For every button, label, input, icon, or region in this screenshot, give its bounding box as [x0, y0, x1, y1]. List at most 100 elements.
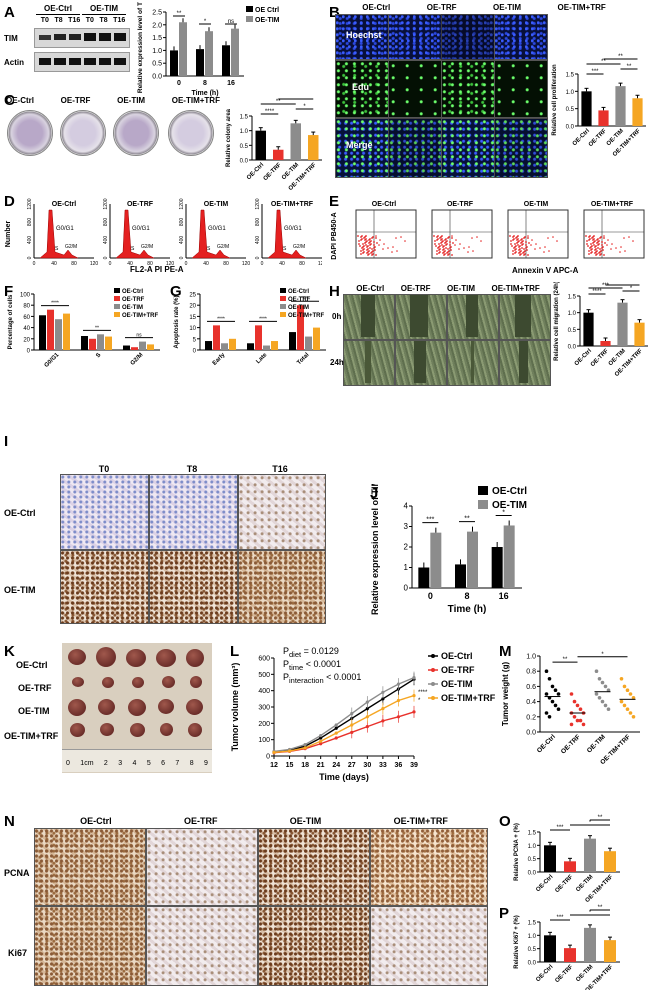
scatter-dot	[596, 239, 598, 241]
scatter-dot	[365, 244, 367, 246]
scatter-dot	[518, 252, 520, 254]
legend-label: OE-TRF	[441, 665, 475, 675]
y-tick-label: 1.5	[566, 73, 575, 79]
col-header: OE-TRF	[183, 816, 218, 826]
legend-swatch	[431, 696, 435, 700]
sig-label: **	[627, 64, 632, 70]
sig-label: ****	[51, 301, 59, 307]
blot-actin	[34, 52, 130, 72]
bar	[196, 49, 204, 76]
i-col-header: T8	[186, 464, 198, 474]
blot-group-underline	[82, 14, 126, 15]
scatter-dot	[357, 235, 359, 237]
micrograph-edu	[494, 60, 548, 118]
x-axis-label: Time (days)	[319, 772, 369, 782]
y-tick-label: 0.5	[568, 328, 577, 334]
scatter-dot	[588, 239, 590, 241]
y-tick-label: 1.0	[566, 90, 575, 96]
scatter-dot	[392, 246, 394, 248]
panel-label-o: O	[499, 813, 511, 830]
scatter-dot	[593, 244, 595, 246]
ruler: 0 1cm 2 3 4 5 6 7 8 9	[62, 749, 212, 772]
x-tick-label: 15	[286, 762, 294, 769]
scatter-dot	[444, 242, 446, 244]
scatter-dot	[363, 237, 365, 239]
scatter-dot	[599, 248, 601, 250]
panel-label-h: H	[329, 283, 340, 300]
scatter-dot	[472, 250, 474, 252]
y-tick-label: 1.0	[526, 654, 536, 661]
scatter-dot	[373, 244, 375, 246]
scatter-dot	[510, 243, 512, 245]
scatter-dot	[369, 247, 371, 249]
chart-b: 0.0 0.5 1.0 1.5 Relative cell proliferation O…	[552, 54, 646, 158]
bar	[313, 327, 320, 350]
y-tick-label: 0.5	[152, 61, 162, 68]
scatter-dot	[510, 240, 512, 242]
l-stat-diet: Pdiet = 0.0129	[283, 646, 339, 659]
y-tick-label: 1.0	[528, 934, 537, 940]
scatter-dot	[515, 237, 517, 239]
y-tick-label: 0.8	[526, 669, 536, 676]
y-tick-label: 1200	[103, 198, 109, 209]
colony-dish	[7, 110, 53, 156]
y-axis-label: Relative cell proliferation	[552, 64, 558, 136]
scatter-dot	[590, 252, 592, 254]
bar	[634, 322, 645, 346]
data-point	[547, 715, 552, 719]
col-header: OE-TIM+TRF	[171, 96, 220, 105]
scatter-dot	[360, 253, 362, 255]
bar	[179, 22, 187, 77]
ruler-label: 4	[132, 760, 137, 767]
scatter-title: OE-Ctrl	[372, 201, 397, 208]
scatter-dot	[374, 249, 376, 251]
legend-swatch	[114, 288, 120, 293]
scatter-dot	[599, 237, 601, 239]
blot-row-label: Actin	[4, 58, 24, 67]
histogram-peak	[39, 209, 79, 259]
legend-label: OE-TIM+TRF	[122, 313, 158, 319]
wound-gap	[365, 341, 371, 383]
y-tick-label: 1.5	[528, 831, 537, 837]
scatter-dot	[619, 251, 621, 253]
ruler-label: 8	[189, 760, 194, 767]
l-stat-time: Ptime < 0.0001	[283, 659, 341, 672]
x-tick-label: OE-TRF	[263, 162, 283, 182]
scatter-dot	[367, 254, 369, 256]
scatter-dot	[444, 239, 446, 241]
scatter-dot	[361, 247, 363, 249]
scatter-dot	[364, 242, 366, 244]
x-tick-label: 33	[379, 762, 387, 769]
y-tick-label: 5	[193, 337, 197, 343]
y-tick-label: 20	[189, 304, 196, 310]
k-row-label: OE-TIM	[18, 706, 50, 716]
scatter-title: OE-TIM	[524, 201, 549, 208]
scatter-dot	[597, 244, 599, 246]
scatter-dot	[523, 254, 525, 256]
y-tick-label: 10	[189, 326, 196, 332]
micrograph-edu	[335, 60, 389, 118]
scatter-dot	[442, 246, 444, 248]
y-tick-label: 1.0	[152, 48, 162, 55]
data-point	[553, 703, 558, 708]
ruler-label: 7	[175, 760, 180, 767]
data-point	[553, 688, 558, 692]
legend-label: OE-TIM	[492, 500, 527, 511]
x-tick-label: 0	[185, 261, 188, 267]
i-row-label: OE-TIM	[4, 585, 36, 595]
ruler-label: 2	[103, 760, 108, 767]
scatter-dot	[525, 241, 527, 243]
scatter-dot	[375, 235, 377, 237]
legend-label: OE-TIM+TRF	[288, 313, 324, 319]
blot-group-underline	[36, 14, 80, 15]
x-tick-label: 40	[51, 261, 57, 267]
y-tick-label: 0.0	[568, 345, 577, 351]
scatter-dot	[624, 250, 626, 252]
scatter-dot	[447, 254, 449, 256]
scatter-dot	[531, 239, 533, 241]
y-axis-label: DAPI PB450-A	[331, 212, 338, 259]
scatter-dot	[358, 240, 360, 242]
y-tick-label: 400	[258, 688, 270, 695]
col-header: OE-Ctrl	[80, 816, 112, 826]
